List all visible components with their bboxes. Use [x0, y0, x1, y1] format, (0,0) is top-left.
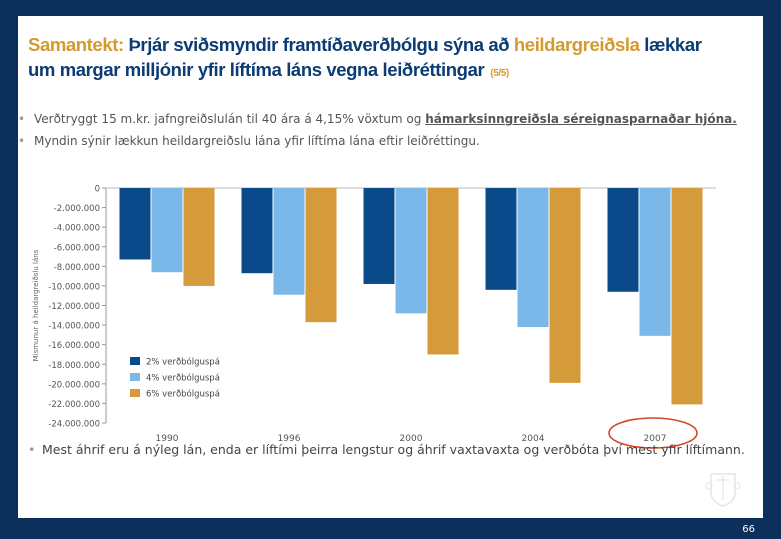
x-tick-label: 2000 — [400, 434, 423, 444]
bar — [119, 188, 151, 260]
x-tick-label: 1990 — [156, 434, 179, 444]
bar — [363, 188, 395, 284]
x-tick-label: 2004 — [522, 434, 545, 444]
page-number: 66 — [742, 524, 755, 535]
bullet-1: Verðtryggt 15 m.kr. jafngreiðslulán til … — [18, 108, 737, 130]
bullet-1-text: Verðtryggt 15 m.kr. jafngreiðslulán til … — [34, 112, 426, 126]
bullet-2: Myndin sýnir lækkun heildargreiðslu lána… — [18, 130, 737, 152]
title-highlight: heildargreiðsla — [513, 34, 640, 55]
x-tick-label: 2007 — [644, 434, 667, 444]
y-tick-label: -24.000.000 — [48, 420, 100, 430]
bullet-list: Verðtryggt 15 m.kr. jafngreiðslulán til … — [18, 108, 737, 152]
y-axis-label: Mismunur á heildargreiðslu láns — [32, 249, 40, 361]
y-tick-label: 0 — [95, 185, 100, 195]
legend-swatch — [130, 373, 140, 381]
bar — [485, 188, 517, 290]
bar — [517, 188, 549, 328]
chart-bars — [119, 188, 703, 405]
y-tick-label: -18.000.000 — [48, 361, 100, 371]
legend-swatch — [130, 389, 140, 397]
y-tick-label: -4.000.000 — [54, 224, 100, 234]
bullet-1-bold: hámarksinngreiðsla séreignasparnaðar hjó… — [425, 112, 737, 126]
legend-label: 2% verðbólguspá — [146, 357, 220, 368]
bar — [639, 188, 671, 336]
page-indicator: (5/5) — [490, 68, 509, 79]
coat-of-arms-icon — [705, 473, 741, 507]
bar — [395, 188, 427, 314]
chart-legend: 2% verðbólguspá 4% verðbólguspá 6% verðból… — [130, 357, 220, 400]
legend-label: 4% verðbólguspá — [146, 373, 220, 384]
legend-label: 6% verðbólguspá — [146, 389, 220, 400]
bar — [151, 188, 183, 273]
bullet-2-text: Myndin sýnir lækkun heildargreiðslu lána… — [34, 134, 480, 148]
bottom-bullet: Mest áhrif eru á nýleg lán, enda er líft… — [28, 442, 745, 457]
y-tick-label: -2.000.000 — [54, 204, 100, 214]
y-tick-label: -6.000.000 — [54, 243, 100, 253]
chart-labels: 0 -2.000.000 -4.000.000 -6.000.000 -8.000.00… — [32, 185, 698, 449]
bar — [305, 188, 337, 323]
slide-title: Samantekt: Þrjár sviðsmyndir framtíðaver… — [28, 32, 728, 86]
title-text-1: Þrjár sviðsmyndir framtíðaverðbólgu sýna… — [123, 34, 514, 55]
y-tick-label: -12.000.000 — [48, 302, 100, 312]
bar — [549, 188, 581, 383]
x-tick-label: 1996 — [278, 434, 301, 444]
y-tick-label: -20.000.000 — [48, 380, 100, 390]
y-tick-label: -14.000.000 — [48, 322, 100, 332]
title-text-2: lækkar um margar milljónir yfir líftíma … — [28, 34, 702, 80]
bar — [183, 188, 215, 286]
bar — [241, 188, 273, 274]
legend-swatch — [130, 357, 140, 365]
bar — [671, 188, 703, 405]
bar — [273, 188, 305, 295]
y-tick-label: -8.000.000 — [54, 263, 100, 273]
title-prefix: Samantekt: — [28, 34, 124, 55]
bar — [607, 188, 639, 292]
y-tick-label: -22.000.000 — [48, 400, 100, 410]
y-tick-label: -16.000.000 — [48, 341, 100, 351]
bar — [427, 188, 459, 355]
y-tick-label: -10.000.000 — [48, 282, 100, 292]
